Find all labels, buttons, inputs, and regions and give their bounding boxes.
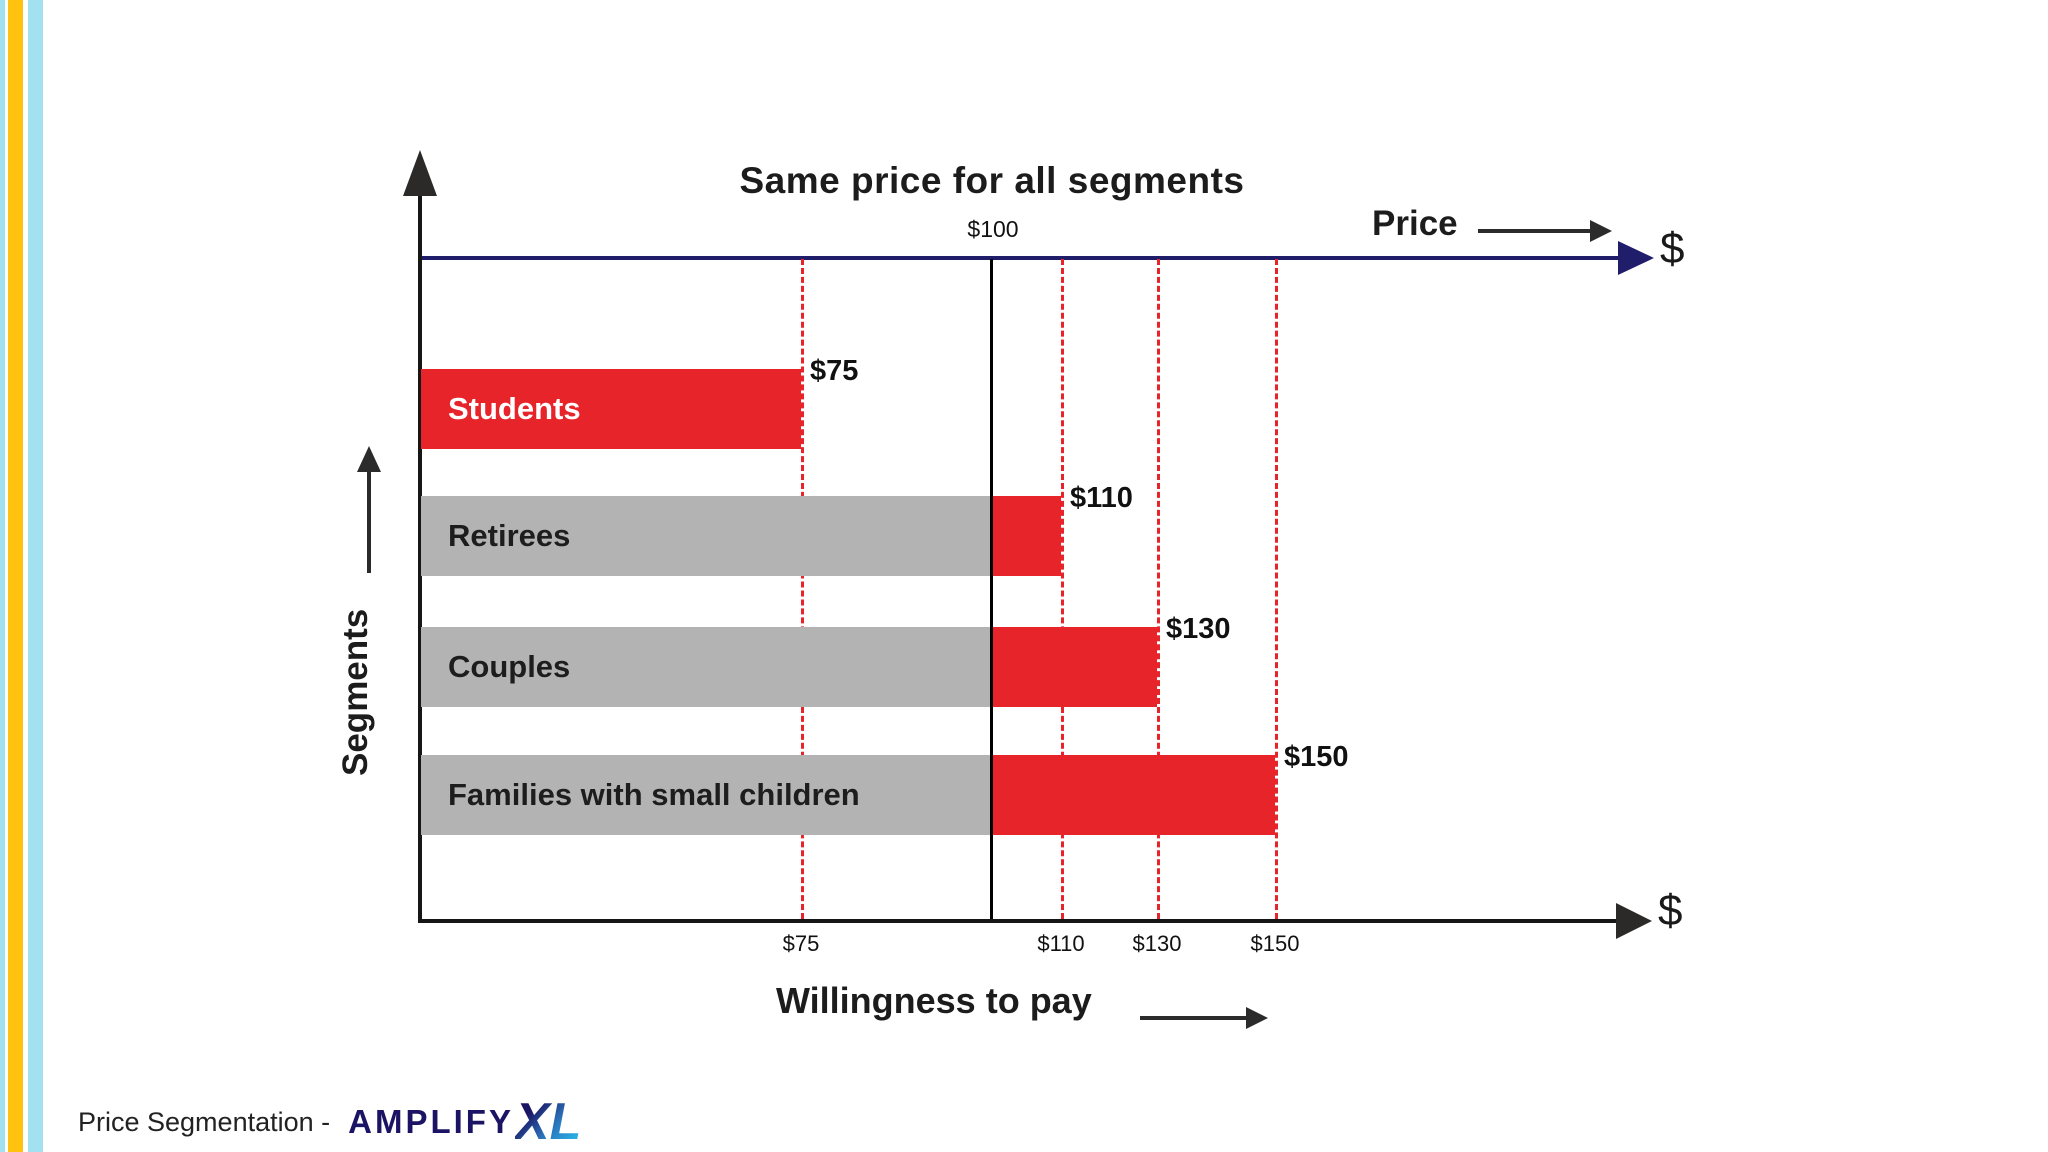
x-tick-label-150: $150 (1250, 931, 1300, 956)
bar-label: Couples (448, 649, 571, 684)
price-arrow-line (1478, 229, 1594, 233)
bar-label: Families with small children (448, 777, 860, 812)
dashed-guide-130 (1157, 259, 1160, 919)
bar-segment-red (991, 627, 1157, 707)
bar-value-label: $75 (810, 355, 859, 387)
price-point-label: $100 (967, 216, 1019, 242)
y-axis-line (418, 196, 422, 923)
x-axis-arrowhead-icon (1616, 903, 1652, 939)
x-axis-dollar-symbol: $ (1658, 886, 1683, 935)
brand-logo-xl: XL (514, 1093, 582, 1151)
wtp-arrowhead-icon (1246, 1007, 1268, 1029)
bar-segment-gray: Couples (421, 627, 991, 707)
bar-label: Students (448, 391, 581, 426)
chart-title: Same price for all segments (739, 160, 1245, 201)
bar-value-label: $110 (1070, 482, 1133, 514)
price-line-arrowhead-icon (1618, 241, 1654, 275)
x-axis-caption: Willingness to pay (776, 980, 1092, 1021)
bar-segment-red (991, 496, 1061, 576)
dashed-guide-150 (1275, 259, 1278, 919)
price-line (420, 256, 1622, 260)
dashed-guide-75 (801, 259, 804, 919)
bar-segment-gray: Retirees (421, 496, 991, 576)
bar-row-students: Students $75 (421, 355, 1315, 449)
x-tick-label-130: $130 (1132, 931, 1182, 956)
price-reference-line (990, 259, 993, 919)
x-axis-line (418, 919, 1628, 923)
bar-label: Retirees (448, 518, 571, 553)
wtp-arrow-line (1140, 1016, 1250, 1020)
footer: Price Segmentation - AMPLIFY XL (78, 1092, 581, 1152)
bar-row-retirees: Retirees $110 (421, 482, 1315, 576)
segments-arrowhead-icon (357, 446, 381, 472)
bar-segment-red: Students (421, 369, 801, 449)
bar-value-label: $130 (1166, 613, 1231, 645)
brand-logo-amplify: AMPLIFY (348, 1103, 514, 1140)
y-axis-arrowhead-icon (403, 150, 437, 196)
price-axis-label: Price (1372, 204, 1458, 243)
bar-segment-red (991, 755, 1275, 835)
bar-row-families-with-small-children: Families with small children $150 (421, 741, 1349, 835)
left-yellow-stripe (8, 0, 23, 1152)
y-axis-caption: Segments (336, 608, 375, 776)
dashed-guide-110 (1061, 259, 1064, 919)
price-arrowhead-icon (1590, 220, 1612, 242)
x-tick-label-110: $110 (1037, 931, 1085, 956)
x-tick-label-75: $75 (782, 931, 820, 956)
bar-value-label: $150 (1284, 741, 1349, 773)
price-line-dollar-symbol: $ (1660, 224, 1685, 273)
bar-segment-gray: Families with small children (421, 755, 991, 835)
footer-caption: Price Segmentation - (78, 1106, 331, 1137)
left-edge-stripe (0, 0, 5, 1152)
left-blue-stripe (28, 0, 43, 1152)
segments-arrow-line (367, 470, 371, 573)
bar-row-couples: Couples $130 (421, 613, 1315, 707)
